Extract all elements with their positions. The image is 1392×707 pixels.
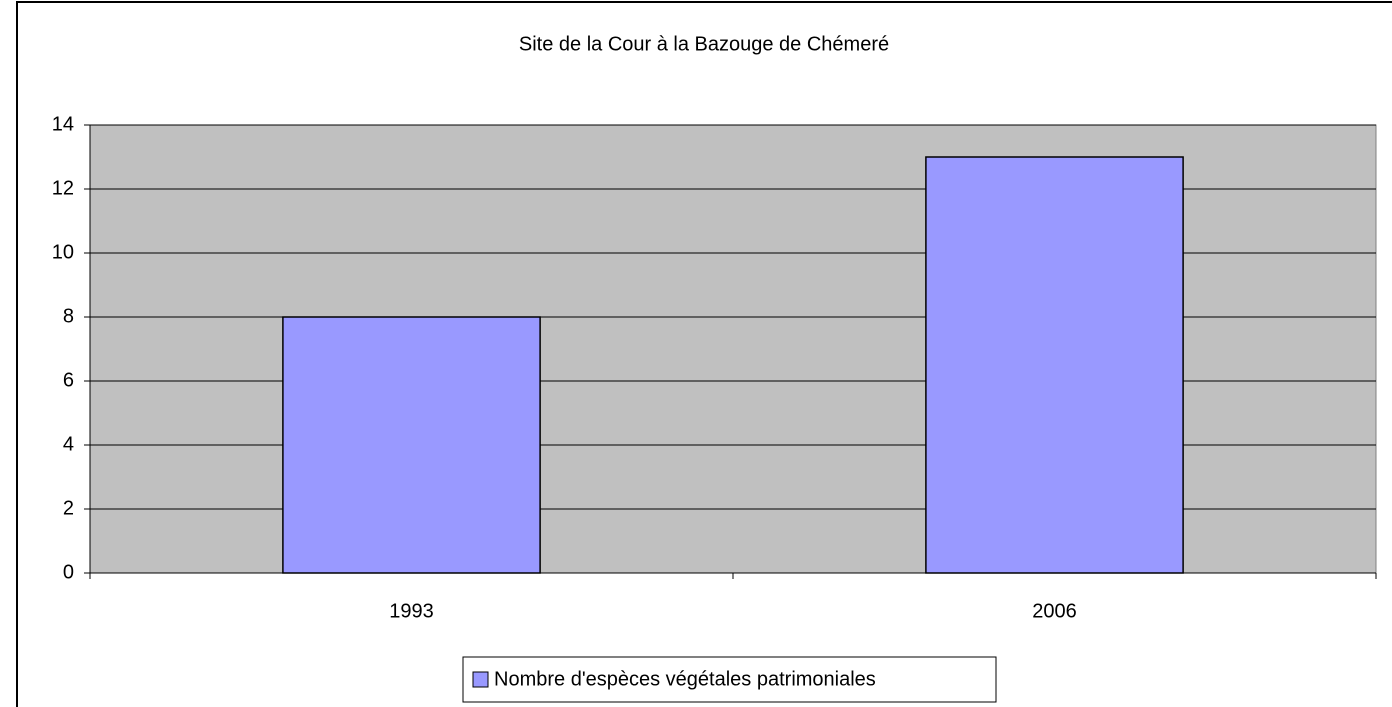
y-tick-label: 4	[63, 433, 74, 455]
bar	[925, 156, 1184, 574]
y-tick-label: 8	[63, 305, 74, 327]
legend-swatch	[472, 671, 489, 688]
y-tick-label: 0	[63, 561, 74, 583]
x-tick-label: 1993	[389, 600, 434, 622]
y-tick-label: 12	[52, 177, 74, 199]
y-tick-label: 10	[52, 241, 74, 263]
y-tick-label: 6	[63, 369, 74, 391]
legend-label: Nombre d'espèces végétales patrimoniales	[494, 668, 876, 690]
y-tick-label: 2	[63, 497, 74, 519]
x-tick-label: 2006	[1032, 600, 1077, 622]
chart-title: Site de la Cour à la Bazouge de Chémeré	[519, 33, 889, 55]
bar	[282, 316, 541, 574]
legend-box	[462, 656, 997, 703]
y-tick-label: 14	[52, 113, 74, 135]
